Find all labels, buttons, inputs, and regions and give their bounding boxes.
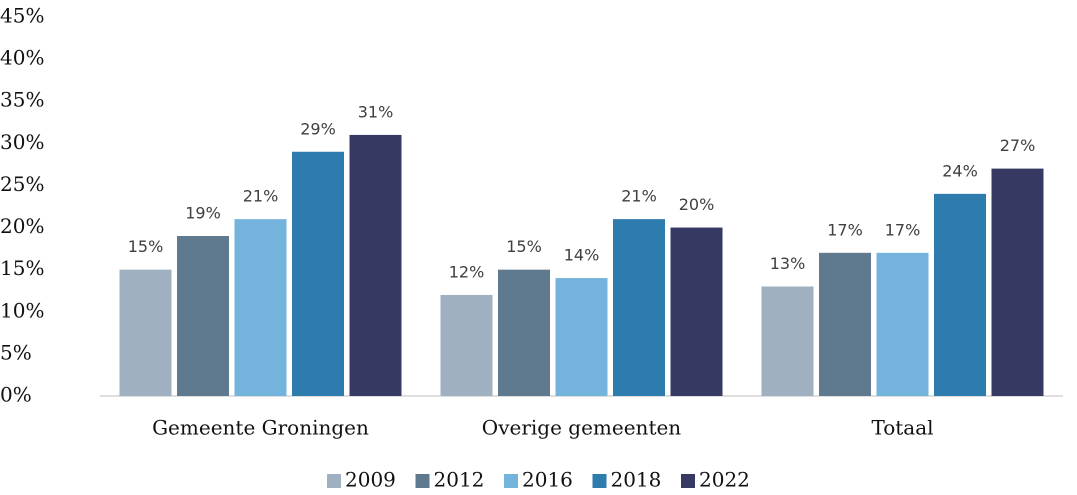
data-label: 13% [770, 254, 806, 273]
legend-label: 2012 [434, 468, 485, 492]
data-label: 12% [449, 262, 485, 281]
data-label: 15% [506, 237, 542, 256]
bar [613, 219, 665, 396]
y-tick-label: 0% [0, 383, 32, 407]
y-tick-label: 5% [0, 340, 32, 364]
legend-swatch [504, 474, 518, 488]
x-tick-label: Gemeente Groningen [152, 416, 369, 440]
data-label: 17% [885, 220, 921, 239]
data-label: 27% [1000, 136, 1036, 155]
legend-label: 2022 [699, 468, 750, 492]
data-label: 19% [185, 203, 221, 222]
bar [934, 193, 986, 396]
legend-swatch [327, 474, 341, 488]
data-label: 29% [300, 119, 336, 138]
bar [555, 278, 608, 396]
data-label: 21% [621, 187, 657, 206]
legend-swatch [592, 474, 607, 488]
y-tick-label: 25% [0, 172, 44, 196]
x-tick-label: Totaal [871, 416, 933, 440]
bar [292, 151, 344, 396]
bar [234, 219, 287, 396]
legend-swatch [415, 474, 430, 488]
bar [761, 286, 814, 396]
y-tick-label: 20% [0, 214, 44, 238]
y-tick-label: 30% [0, 130, 44, 154]
bar [349, 134, 402, 396]
data-label: 24% [942, 161, 978, 180]
legend-label: 2016 [522, 468, 573, 492]
y-tick-label: 40% [0, 46, 44, 70]
bar [876, 252, 929, 396]
data-label: 21% [243, 187, 279, 206]
bar [440, 294, 493, 396]
data-label: 17% [827, 220, 863, 239]
bar [819, 252, 871, 396]
data-label: 14% [564, 246, 600, 265]
bar [498, 269, 550, 396]
y-tick-label: 15% [0, 256, 44, 280]
y-tick-label: 10% [0, 298, 44, 322]
data-label: 20% [679, 195, 715, 214]
bar [119, 269, 172, 396]
data-label: 31% [358, 102, 394, 121]
data-label: 15% [128, 237, 164, 256]
y-tick-label: 45% [0, 4, 44, 28]
legend-label: 2018 [611, 468, 662, 492]
x-tick-label: Overige gemeenten [482, 416, 682, 440]
y-tick-label: 35% [0, 88, 44, 112]
legend-label: 2009 [345, 468, 396, 492]
legend-swatch [681, 474, 695, 488]
bar [670, 227, 723, 396]
bar [177, 235, 229, 396]
bar [991, 168, 1044, 396]
